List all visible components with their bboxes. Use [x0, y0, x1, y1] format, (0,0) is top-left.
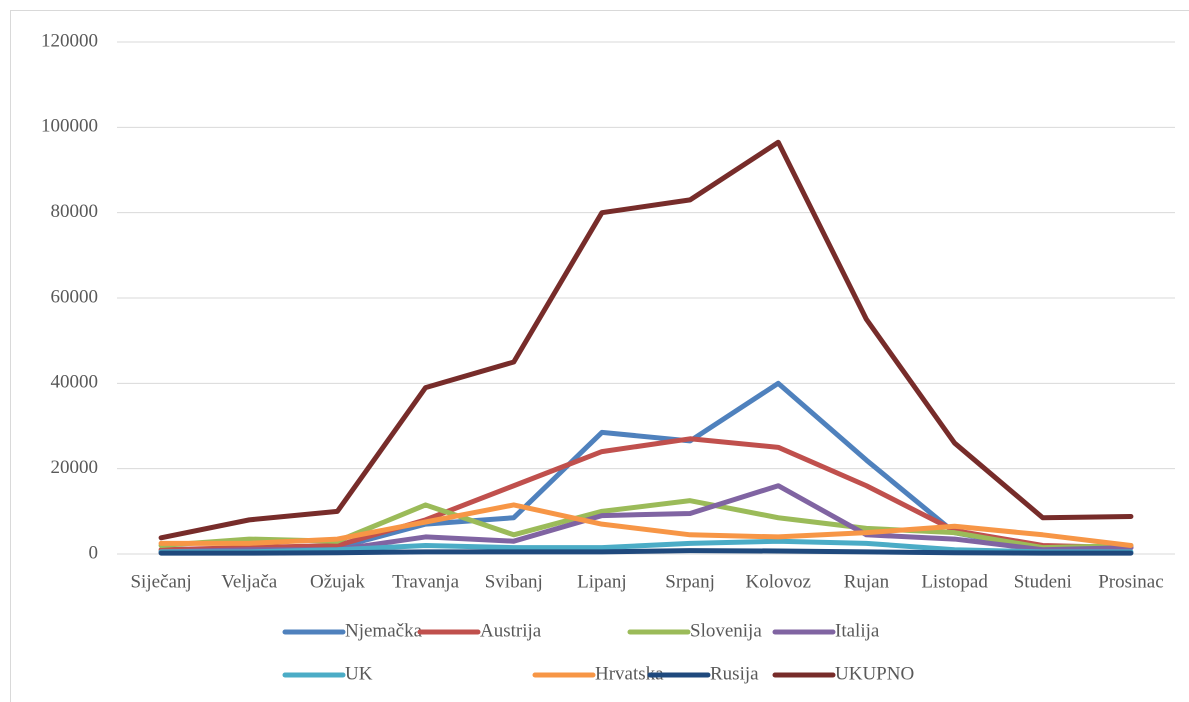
legend-label: Rusija [710, 663, 759, 684]
legend-label: Austrija [480, 620, 542, 641]
series-line [158, 502, 1134, 548]
x-tick-label: Veljača [221, 571, 277, 592]
series-line [158, 436, 1134, 553]
y-tick-label: 100000 [41, 116, 98, 137]
x-tick-label: Lipanj [577, 571, 627, 592]
y-tick-label: 0 [89, 542, 99, 563]
y-tick-label: 20000 [51, 457, 99, 478]
x-tick-label: Srpanj [665, 571, 715, 592]
x-tick-label: Kolovoz [746, 571, 811, 592]
y-tick-label: 120000 [41, 30, 98, 51]
series-line [158, 139, 1134, 541]
x-tick-label: Svibanj [485, 571, 543, 592]
legend-label: Njemačka [345, 620, 423, 641]
series-line [158, 548, 1134, 556]
y-tick-label: 80000 [51, 201, 99, 222]
legend-label: Hrvatska [595, 663, 664, 684]
legend-label: Italija [835, 620, 880, 641]
x-tick-label: Ožujak [310, 571, 365, 592]
x-tick-label: Prosinac [1098, 571, 1163, 592]
x-tick-label: Studeni [1014, 571, 1072, 592]
y-tick-label: 60000 [51, 286, 99, 307]
legend-label: Slovenija [690, 620, 762, 641]
x-tick-label: Listopad [921, 571, 988, 592]
series-line [158, 538, 1134, 555]
legend-label: UKUPNO [835, 663, 914, 684]
x-tick-label: Travanja [392, 571, 459, 592]
legend-label: UK [345, 663, 373, 684]
x-tick-label: Siječanj [130, 571, 191, 592]
y-tick-label: 40000 [51, 372, 99, 393]
x-tick-label: Rujan [844, 571, 890, 592]
chart-frame [10, 10, 1189, 702]
